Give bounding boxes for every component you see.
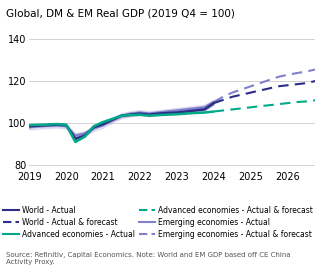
Legend: World - Actual, World - Actual & forecast, Advanced economies - Actual, Advanced: World - Actual, World - Actual & forecas…	[0, 203, 316, 242]
Text: Source: Refinitiv, Capital Economics. Note: World and EM GDP based off CE China
: Source: Refinitiv, Capital Economics. No…	[6, 252, 291, 265]
Text: Global, DM & EM Real GDP (2019 Q4 = 100): Global, DM & EM Real GDP (2019 Q4 = 100)	[6, 8, 235, 18]
